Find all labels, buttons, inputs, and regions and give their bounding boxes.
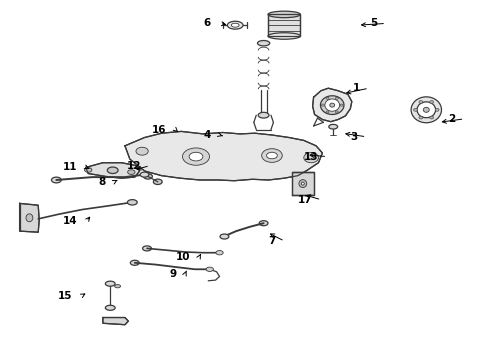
Ellipse shape	[227, 21, 243, 29]
Ellipse shape	[326, 97, 329, 99]
Text: 15: 15	[58, 291, 73, 301]
Ellipse shape	[326, 111, 329, 113]
Ellipse shape	[340, 104, 343, 106]
Ellipse shape	[258, 41, 270, 46]
Ellipse shape	[320, 96, 344, 114]
Ellipse shape	[182, 148, 210, 165]
Ellipse shape	[115, 284, 121, 288]
Ellipse shape	[268, 11, 300, 18]
Ellipse shape	[107, 167, 118, 174]
Ellipse shape	[325, 99, 340, 111]
Text: 5: 5	[370, 18, 377, 28]
Ellipse shape	[430, 116, 434, 119]
Ellipse shape	[259, 221, 268, 226]
Ellipse shape	[293, 143, 303, 152]
Ellipse shape	[411, 97, 441, 123]
Ellipse shape	[189, 152, 203, 161]
Text: 14: 14	[63, 216, 77, 226]
Polygon shape	[86, 163, 140, 178]
Ellipse shape	[329, 125, 338, 129]
Ellipse shape	[105, 305, 115, 310]
Ellipse shape	[140, 172, 149, 177]
Text: 10: 10	[175, 252, 190, 262]
Ellipse shape	[127, 170, 135, 175]
Ellipse shape	[330, 103, 335, 107]
Text: 9: 9	[169, 269, 176, 279]
Text: 2: 2	[448, 114, 456, 124]
Ellipse shape	[299, 180, 307, 188]
Text: 6: 6	[203, 18, 211, 28]
Text: 13: 13	[304, 152, 318, 162]
Polygon shape	[103, 318, 128, 325]
Ellipse shape	[419, 100, 423, 103]
Ellipse shape	[84, 168, 92, 172]
Ellipse shape	[153, 179, 162, 185]
Text: 11: 11	[63, 162, 77, 172]
Ellipse shape	[414, 108, 417, 111]
Text: 7: 7	[269, 236, 276, 246]
Ellipse shape	[267, 152, 277, 159]
Ellipse shape	[423, 107, 429, 112]
Ellipse shape	[206, 267, 214, 271]
Ellipse shape	[419, 116, 423, 119]
Ellipse shape	[321, 104, 324, 106]
Text: 4: 4	[203, 130, 211, 140]
Ellipse shape	[130, 260, 139, 265]
Text: 1: 1	[353, 83, 360, 93]
Polygon shape	[20, 203, 39, 232]
Ellipse shape	[216, 251, 223, 255]
Ellipse shape	[143, 246, 151, 251]
Ellipse shape	[26, 214, 33, 222]
Polygon shape	[313, 88, 352, 122]
Text: 17: 17	[298, 195, 313, 205]
Ellipse shape	[335, 111, 339, 113]
Polygon shape	[125, 131, 322, 181]
Ellipse shape	[144, 174, 152, 179]
Ellipse shape	[262, 149, 282, 162]
Ellipse shape	[304, 153, 318, 163]
Text: 16: 16	[152, 125, 167, 135]
Ellipse shape	[220, 234, 229, 239]
Text: 12: 12	[126, 161, 141, 171]
Ellipse shape	[435, 108, 439, 111]
Ellipse shape	[417, 102, 436, 118]
Text: 8: 8	[98, 177, 105, 187]
Ellipse shape	[105, 281, 115, 286]
Ellipse shape	[268, 33, 300, 39]
Ellipse shape	[335, 97, 339, 99]
Ellipse shape	[430, 100, 434, 103]
Polygon shape	[292, 172, 314, 195]
Polygon shape	[268, 14, 300, 36]
Ellipse shape	[301, 182, 304, 185]
Ellipse shape	[51, 177, 61, 183]
Ellipse shape	[136, 147, 148, 155]
Ellipse shape	[295, 145, 300, 150]
Text: 3: 3	[350, 132, 358, 142]
Ellipse shape	[258, 112, 269, 118]
Ellipse shape	[127, 199, 137, 205]
Ellipse shape	[231, 23, 239, 27]
